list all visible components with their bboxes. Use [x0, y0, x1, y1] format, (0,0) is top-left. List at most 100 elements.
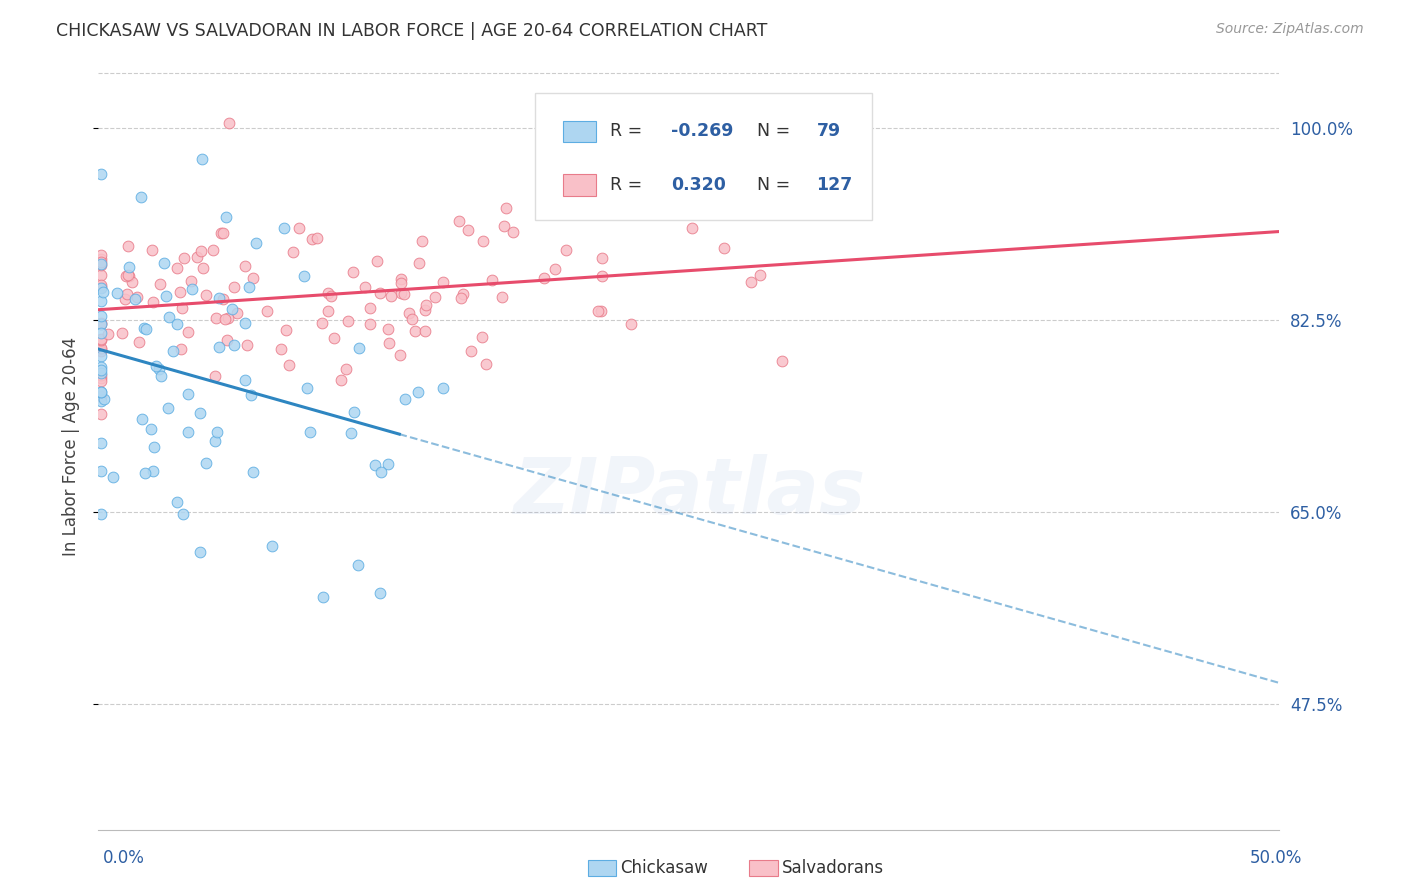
Point	[90, 407, 112, 421]
Point	[134, 321, 156, 335]
Point	[177, 425, 200, 439]
Point	[90, 167, 112, 181]
Point	[740, 275, 762, 289]
Point	[205, 425, 228, 440]
Point	[141, 243, 163, 257]
Point	[353, 280, 375, 294]
Text: 0.320: 0.320	[671, 177, 725, 194]
Point	[204, 369, 226, 384]
Point	[450, 291, 472, 305]
Point	[389, 272, 412, 286]
Point	[139, 422, 162, 436]
Text: -0.269: -0.269	[671, 122, 734, 140]
Text: N =: N =	[758, 177, 796, 194]
Point	[703, 202, 725, 217]
Point	[235, 316, 257, 330]
Point	[90, 248, 112, 262]
Text: Chickasaw: Chickasaw	[620, 859, 709, 877]
Point	[415, 302, 437, 317]
Point	[457, 223, 479, 237]
Point	[359, 301, 381, 316]
Point	[90, 464, 112, 478]
Point	[432, 276, 454, 290]
Point	[131, 412, 153, 426]
Point	[298, 425, 321, 439]
Point	[378, 336, 401, 351]
Point	[145, 359, 167, 373]
Point	[90, 368, 112, 383]
Y-axis label: In Labor Force | Age 20-64: In Labor Force | Age 20-64	[62, 336, 80, 556]
Point	[342, 265, 364, 279]
Point	[90, 293, 112, 308]
Point	[364, 458, 387, 473]
Point	[90, 363, 112, 377]
Text: 0.0%: 0.0%	[103, 849, 145, 867]
Point	[221, 302, 243, 317]
Point	[312, 590, 335, 604]
Point	[115, 269, 138, 284]
Point	[389, 348, 412, 362]
Point	[295, 381, 318, 395]
Point	[377, 458, 399, 472]
Text: 50.0%: 50.0%	[1250, 849, 1302, 867]
Text: 79: 79	[817, 122, 841, 140]
Point	[368, 586, 391, 600]
Point	[186, 250, 208, 264]
Point	[148, 362, 170, 376]
Point	[172, 507, 194, 521]
Point	[194, 456, 217, 470]
Text: N =: N =	[758, 122, 796, 140]
Text: R =: R =	[610, 122, 648, 140]
Point	[170, 342, 193, 356]
Point	[205, 311, 228, 326]
Point	[190, 244, 212, 259]
Point	[533, 270, 555, 285]
Point	[211, 226, 233, 240]
Point	[90, 374, 112, 388]
Point	[134, 467, 156, 481]
Point	[215, 211, 238, 225]
Point	[316, 303, 339, 318]
Point	[90, 343, 112, 358]
Point	[90, 281, 112, 295]
Point	[121, 275, 143, 289]
Point	[411, 234, 433, 248]
Point	[188, 406, 211, 420]
Point	[602, 137, 624, 152]
Point	[90, 359, 112, 374]
Point	[90, 366, 112, 380]
Point	[366, 254, 388, 268]
Point	[218, 116, 240, 130]
Point	[90, 393, 112, 408]
Point	[153, 256, 176, 270]
Point	[173, 251, 195, 265]
Point	[135, 321, 157, 335]
Point	[401, 312, 423, 326]
Point	[307, 231, 329, 245]
Point	[90, 389, 112, 403]
Point	[301, 232, 323, 246]
Point	[321, 289, 343, 303]
Point	[111, 326, 134, 341]
Point	[276, 323, 298, 337]
Point	[495, 202, 517, 216]
Point	[90, 385, 112, 400]
Point	[156, 401, 179, 415]
Point	[278, 358, 301, 372]
Point	[335, 362, 357, 376]
Text: R =: R =	[610, 177, 648, 194]
Point	[90, 342, 112, 356]
Point	[589, 304, 612, 318]
Point	[143, 440, 166, 454]
Point	[180, 282, 202, 296]
Point	[283, 245, 305, 260]
Point	[749, 268, 772, 282]
Point	[90, 385, 112, 400]
Point	[347, 558, 370, 572]
Point	[149, 277, 172, 291]
Point	[162, 343, 184, 358]
Point	[93, 392, 115, 406]
Point	[222, 279, 245, 293]
Point	[117, 268, 139, 282]
Point	[90, 370, 112, 384]
